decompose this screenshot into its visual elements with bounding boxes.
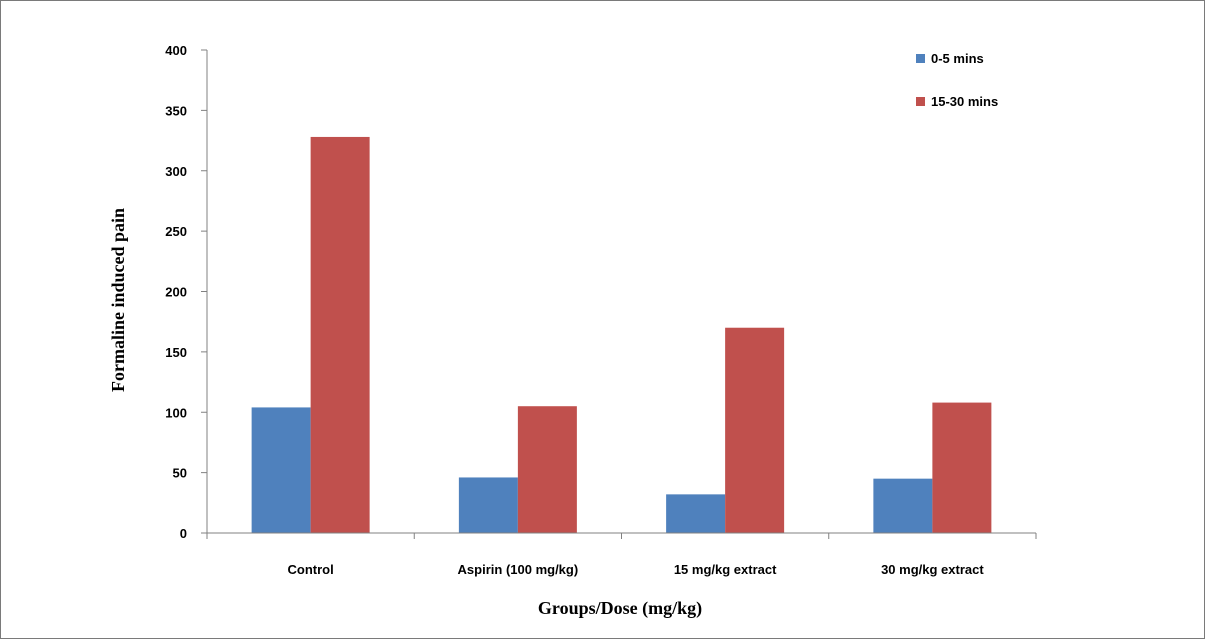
x-category-label: Aspirin (100 mg/kg)	[458, 562, 579, 577]
x-axis-ticks	[206, 533, 1037, 539]
legend-label: 0-5 mins	[931, 51, 984, 66]
y-tick-label: 350	[165, 103, 187, 118]
legend-label: 15-30 mins	[931, 94, 998, 109]
y-tick-label: 300	[165, 164, 187, 179]
x-category-label: 15 mg/kg extract	[674, 562, 777, 577]
y-tick-label: 0	[180, 526, 187, 541]
legend-swatch	[916, 97, 925, 106]
bar-15-30-mins-2	[517, 406, 577, 533]
bar-0-5-mins-3	[666, 494, 726, 533]
bar-15-30-mins-4	[932, 402, 992, 533]
bar-0-5-mins-2	[458, 477, 518, 533]
y-axis-title: Formaline induced pain	[108, 208, 128, 392]
x-axis-category-labels: Control Aspirin (100 mg/kg) 15 mg/kg extra…	[288, 562, 985, 577]
bars	[251, 136, 992, 533]
y-tick-label: 250	[165, 224, 187, 239]
y-tick-label: 150	[165, 345, 187, 360]
bar-15-30-mins-3	[725, 327, 785, 533]
y-axis-ticks: 0 50 100 150 200 250 300 350 400	[165, 43, 207, 541]
x-category-label: Control	[288, 562, 334, 577]
x-category-label: 30 mg/kg extract	[881, 562, 984, 577]
bar-0-5-mins-1	[251, 407, 311, 533]
y-tick-label: 200	[165, 285, 187, 300]
bar-15-30-mins-1	[310, 136, 370, 533]
x-axis-title: Groups/Dose (mg/kg)	[538, 598, 702, 619]
y-tick-label: 50	[173, 466, 187, 481]
y-tick-label: 100	[165, 405, 187, 420]
legend: 0-5 mins 15-30 mins	[916, 51, 998, 109]
legend-swatch	[916, 54, 925, 63]
y-tick-label: 400	[165, 43, 187, 58]
bar-0-5-mins-4	[873, 478, 933, 533]
